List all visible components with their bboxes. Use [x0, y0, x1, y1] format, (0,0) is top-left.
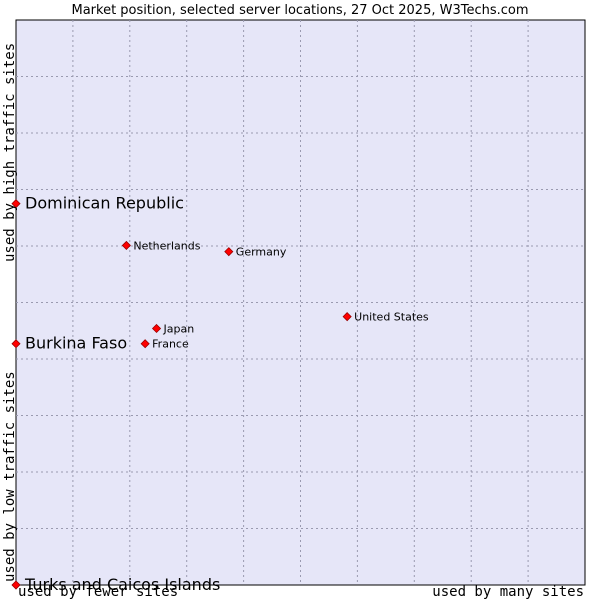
point-germany: Germany [224, 246, 287, 259]
point-label: Dominican Republic [25, 194, 184, 213]
point-label: Turks and Caicos Islands [24, 575, 220, 594]
y-axis-label-low: used by low traffic sites [2, 371, 18, 582]
grid-lines [16, 20, 585, 585]
point-marker [140, 339, 150, 349]
chart-title: Market position, selected server locatio… [71, 3, 529, 18]
point-turks-and-caicos-islands: Turks and Caicos Islands [11, 575, 220, 594]
point-marker [11, 580, 21, 590]
y-axis-label-high: used by high traffic sites [2, 42, 18, 262]
x-axis-label-low: used by fewer sites [18, 584, 179, 600]
point-marker [151, 323, 162, 334]
point-label: United States [354, 311, 429, 324]
point-marker [224, 247, 234, 257]
point-label: Germany [236, 246, 287, 259]
point-netherlands: Netherlands [121, 239, 201, 252]
point-united-states: United States [342, 311, 429, 324]
point-france: France [140, 338, 189, 351]
point-marker [11, 339, 21, 349]
data-points: Dominican Republic Burkina Faso Turks and … [11, 194, 429, 594]
point-dominican-republic: Dominican Republic [11, 194, 184, 213]
point-label: Netherlands [133, 239, 200, 252]
point-marker [11, 199, 21, 209]
point-marker [121, 240, 131, 251]
point-label: France [152, 338, 189, 351]
point-label: Burkina Faso [25, 334, 127, 353]
point-japan: Japan [151, 322, 195, 335]
point-marker [342, 312, 352, 322]
point-label: Japan [163, 322, 195, 335]
x-axis-label-high: used by many sites [432, 584, 584, 600]
point-burkina-faso: Burkina Faso [11, 334, 127, 353]
